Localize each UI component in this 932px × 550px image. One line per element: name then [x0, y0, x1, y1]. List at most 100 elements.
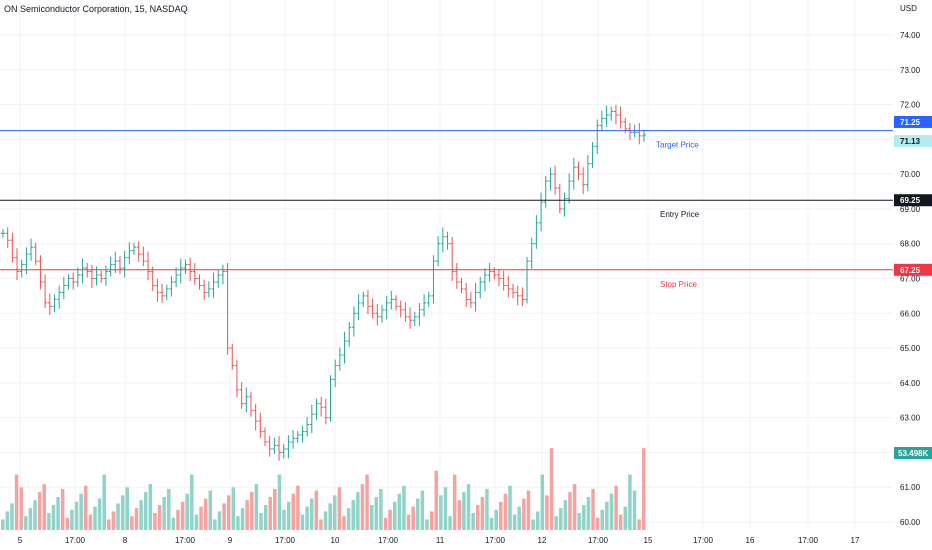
volume-bar: [314, 490, 319, 530]
volume-bar: [402, 485, 406, 530]
volume-bar: [489, 517, 494, 530]
volume-bar: [79, 493, 83, 530]
volume-bar: [563, 500, 568, 530]
volume-bar: [337, 487, 342, 530]
time-tick-label: 17: [851, 536, 860, 545]
volume-bar: [406, 514, 411, 530]
volume-bar: [277, 474, 282, 530]
volume-bar: [609, 493, 614, 530]
volume-bar: [60, 488, 65, 530]
volume-bar: [618, 514, 623, 530]
volume-bar: [116, 503, 120, 530]
price-tick-label: 68.00: [900, 240, 921, 249]
volume-bar: [273, 488, 277, 530]
volume-badge: 53.498K: [898, 449, 928, 458]
volume-bar: [319, 519, 323, 530]
price-tick-label: 67.00: [900, 275, 921, 284]
volume-bar: [448, 516, 452, 530]
volume-bar: [443, 487, 448, 530]
volume-bar: [120, 495, 125, 530]
volume-bar: [628, 474, 632, 530]
volume-bar: [623, 506, 628, 530]
price-tick-label: 72.00: [900, 101, 921, 110]
volume-bar: [328, 503, 332, 530]
volume-bar: [388, 509, 392, 530]
time-tick-label: 10: [331, 536, 340, 545]
volume-bar: [139, 500, 143, 530]
volume-bar: [351, 500, 355, 530]
volume-bar: [637, 519, 641, 530]
volume-bar: [379, 488, 383, 530]
volume-bar: [549, 448, 554, 530]
volume-bar: [591, 488, 595, 530]
entry-price-badge-bg: [894, 194, 932, 207]
volume-bar: [268, 496, 272, 530]
volume-bar: [37, 492, 42, 530]
volume-bar: [70, 509, 74, 530]
time-tick-label: 16: [746, 536, 755, 545]
volume-bar: [14, 474, 19, 530]
target-price-badge: 71.25: [900, 118, 921, 127]
volume-bar: [522, 498, 526, 530]
volume-bar: [194, 514, 199, 530]
volume-bar: [208, 490, 213, 530]
volume-bar: [480, 496, 485, 530]
volume-bar: [517, 506, 521, 530]
stop-price-badge-bg: [894, 263, 932, 276]
volume-bar: [545, 495, 549, 530]
volume-bar: [305, 506, 309, 530]
time-tick-label: 12: [538, 536, 547, 545]
volume-bar: [88, 514, 93, 530]
volume-bar: [259, 513, 263, 530]
time-tick-label: 17:00: [175, 536, 196, 545]
volume-bar: [222, 503, 226, 530]
time-tick-label: 15: [644, 536, 653, 545]
time-tick-label: 5: [18, 536, 23, 545]
volume-bar: [333, 495, 337, 530]
entry-price-annotation: Entry Price: [660, 210, 700, 219]
price-tick-label: 64.00: [900, 379, 921, 388]
chart-title: ON Semiconductor Corporation, 15, NASDAQ: [4, 4, 188, 14]
volume-bar: [485, 488, 489, 530]
volume-bar: [346, 508, 351, 530]
volume-bar: [199, 506, 203, 530]
volume-bar: [439, 495, 443, 530]
volume-bar: [434, 470, 438, 530]
volume-bar: [190, 474, 194, 530]
time-tick-label: 9: [228, 536, 233, 545]
time-axis[interactable]: 5 17:00 8 17:00 9 17:00 10 17:00 11 17:00 12 17:00 1…: [18, 536, 860, 545]
volume-bar: [425, 519, 429, 530]
volume-bar: [153, 513, 157, 530]
stop-price-annotation: Stop Price: [660, 280, 697, 289]
volume-bar: [494, 509, 498, 530]
volume-bar: [217, 511, 222, 530]
volume-bar: [236, 516, 240, 530]
volume-bar: [176, 509, 180, 530]
volume-bar: [56, 496, 60, 530]
volume-bar: [383, 517, 388, 530]
volume-bar: [572, 484, 577, 530]
volume-bar: [10, 503, 14, 530]
stop-price-badge: 67.25: [900, 266, 921, 275]
volume-bar: [600, 509, 604, 530]
volume-bar: [499, 501, 503, 530]
volume-bar: [143, 492, 148, 530]
volume-bar: [397, 493, 402, 530]
volume-badge-bg: [894, 447, 932, 459]
volume-bar: [213, 519, 217, 530]
time-tick-label: 17:00: [65, 536, 86, 545]
volume-bar: [250, 492, 254, 530]
volume-bar: [568, 492, 572, 530]
volume-bar: [300, 514, 305, 530]
volume-bar: [130, 516, 134, 530]
volume-bar: [180, 501, 185, 530]
candles: [1, 104, 646, 461]
time-tick-label: 17:00: [798, 536, 819, 545]
volume-bar: [577, 513, 581, 530]
volume-bar: [167, 488, 171, 530]
volume-bar: [323, 511, 328, 530]
volume-bar: [582, 504, 586, 530]
volume-bar: [309, 498, 314, 530]
volume-bar: [457, 500, 462, 530]
